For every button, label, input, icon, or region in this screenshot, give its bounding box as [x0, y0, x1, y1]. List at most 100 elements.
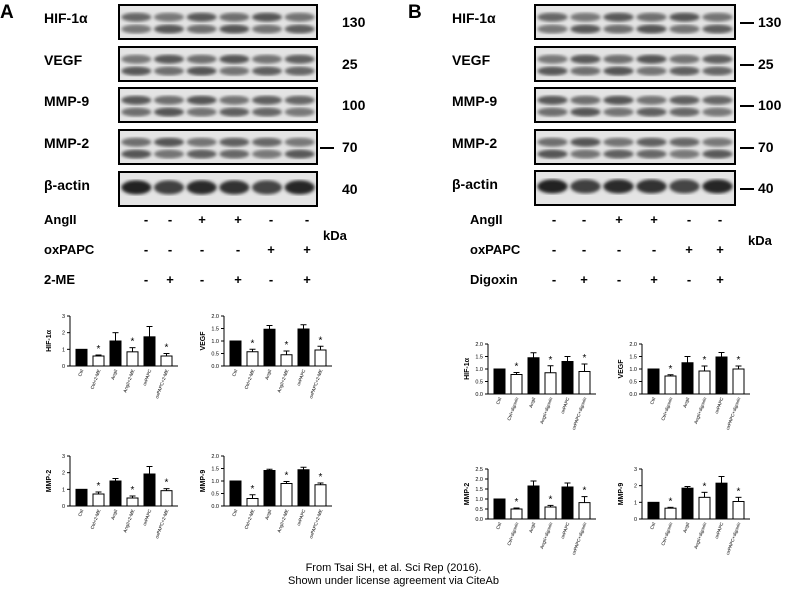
x-category-label: AngII — [110, 369, 118, 381]
y-tick-label: 1.5 — [475, 355, 483, 361]
x-category-label: oxPAPC — [296, 368, 307, 386]
x-category-label: oxPAPC+2-ME — [308, 509, 323, 540]
x-category-label: AngII — [528, 522, 536, 534]
condition-sign: + — [716, 242, 724, 257]
y-tick-label: 2 — [62, 331, 65, 337]
blot-band — [702, 66, 733, 76]
significance-marker: * — [669, 496, 673, 507]
bar — [715, 482, 728, 520]
y-axis-label: MMP-9 — [200, 470, 207, 493]
blot-band — [219, 66, 250, 76]
blot-band — [219, 24, 250, 34]
bar — [647, 368, 660, 395]
x-category-label: oxPAPC — [560, 521, 571, 539]
significance-marker: * — [97, 481, 101, 492]
condition-sign: - — [167, 242, 173, 257]
condition-label-2-me: 2-ME — [44, 272, 76, 287]
x-category-label: Ctrl+digoxin — [660, 521, 673, 546]
x-category-label: Ctrl+2-ME — [90, 369, 102, 390]
bar — [280, 354, 293, 367]
condition-label-angii: AngII — [44, 212, 77, 227]
condition-sign: - — [268, 272, 274, 287]
blot-band — [251, 24, 283, 34]
x-category-label: oxPAPC — [296, 508, 307, 526]
condition-sign: - — [581, 212, 587, 227]
x-category-label: AngII+2-ME — [276, 369, 289, 394]
bar — [92, 493, 105, 507]
bar — [263, 328, 276, 367]
y-tick-label: 2 — [634, 484, 637, 490]
bar — [527, 357, 540, 395]
condition-sign: - — [199, 242, 205, 257]
y-axis-label: MMP-9 — [618, 483, 625, 506]
blot-label-vegf: VEGF — [452, 52, 491, 68]
blot-label-mmp-9: MMP-9 — [452, 93, 498, 109]
kda-value-hif-1: 130 — [342, 14, 366, 30]
kda-marker-tick — [740, 147, 754, 149]
blot-band — [186, 95, 217, 105]
blot-band — [669, 66, 700, 76]
significance-marker: * — [583, 486, 587, 497]
blot-band — [186, 24, 217, 34]
y-tick-label: 1.0 — [629, 367, 637, 373]
y-tick-label: 3 — [62, 454, 65, 460]
bar — [160, 490, 173, 507]
bar — [246, 351, 259, 367]
blot-band — [537, 24, 568, 34]
blot-image-actin — [118, 171, 318, 207]
x-category-label: Ctrl+digoxin — [660, 396, 673, 421]
blot-band — [702, 24, 733, 34]
blot-band — [702, 12, 733, 22]
blot-band — [219, 137, 250, 147]
bar — [647, 501, 660, 520]
bar — [246, 498, 259, 507]
blot-label-mmp-2: MMP-2 — [44, 135, 90, 151]
blot-band — [121, 149, 152, 159]
blot-band — [702, 107, 733, 117]
x-category-label: AngII+digoxin — [693, 521, 707, 549]
kda-value-mmp-2: 70 — [342, 139, 358, 155]
blot-band — [186, 149, 217, 159]
bar — [510, 508, 523, 520]
blot-band — [603, 149, 634, 159]
significance-marker: * — [737, 486, 741, 497]
blot-band — [669, 137, 700, 147]
x-category-label: AngII — [528, 397, 536, 409]
blot-band — [219, 12, 250, 22]
significance-marker: * — [583, 353, 587, 364]
blot-band — [669, 54, 700, 64]
bar — [314, 484, 327, 507]
y-tick-label: 2.0 — [211, 454, 219, 460]
blot-band — [570, 24, 601, 34]
bar-chart-b-mmp-9: 0 1 2 3 MMP-9 Ctrl * Ctrl+digoxin AngII * AngII+di… — [618, 467, 750, 556]
x-category-label: oxPAPC+digoxin — [571, 396, 588, 430]
blot-band — [570, 66, 601, 76]
blot-band — [121, 54, 152, 64]
bar — [493, 498, 506, 520]
significance-marker: * — [549, 355, 553, 366]
significance-marker: * — [515, 497, 519, 508]
condition-sign: - — [551, 242, 557, 257]
blot-band — [537, 149, 568, 159]
significance-marker: * — [669, 364, 673, 375]
y-tick-label: 3 — [634, 467, 637, 473]
x-category-label: Ctrl — [495, 397, 502, 405]
condition-sign: + — [303, 272, 311, 287]
y-tick-label: 0.5 — [629, 380, 637, 386]
blot-image-vegf — [534, 46, 736, 82]
x-category-label: AngII+digoxin — [693, 396, 707, 424]
x-category-label: AngII — [682, 522, 690, 534]
blot-image-mmp-2 — [534, 129, 736, 165]
blot-band — [251, 137, 283, 147]
condition-sign: + — [685, 242, 693, 257]
condition-sign: + — [234, 212, 242, 227]
blot-band — [251, 54, 283, 64]
condition-sign: + — [234, 272, 242, 287]
blot-band — [153, 54, 185, 64]
bar — [510, 374, 523, 395]
bar — [92, 355, 105, 367]
bar — [732, 368, 745, 395]
blot-band — [219, 107, 250, 117]
bar — [561, 486, 574, 520]
blot-band — [669, 149, 700, 159]
